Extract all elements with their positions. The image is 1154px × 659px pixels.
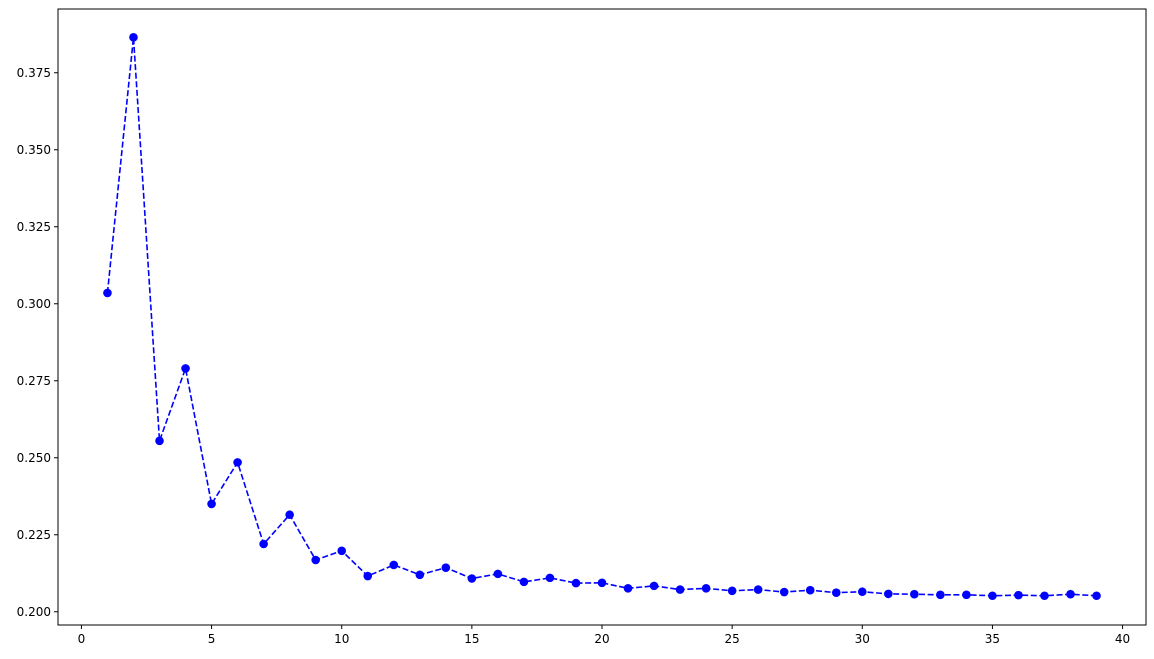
data-point	[571, 578, 581, 588]
data-point	[415, 570, 425, 580]
data-point	[129, 33, 138, 42]
y-tick-label: 0.200	[17, 605, 51, 619]
y-tick-label: 0.350	[17, 143, 51, 157]
data-point	[207, 499, 216, 509]
data-point	[831, 588, 841, 597]
x-tick-label: 15	[464, 632, 479, 646]
data-point	[103, 288, 112, 298]
data-point	[155, 436, 164, 446]
x-tick-label: 30	[855, 632, 870, 646]
x-tick-label: 5	[208, 632, 216, 646]
y-tick-label: 0.325	[17, 220, 51, 234]
x-tick-label: 20	[594, 632, 609, 646]
data-point	[493, 569, 503, 579]
data-point	[363, 571, 373, 581]
data-point	[597, 578, 607, 588]
series-line	[106, 37, 1097, 597]
data-point	[389, 560, 399, 570]
data-point	[259, 539, 268, 549]
data-point	[988, 591, 997, 601]
data-point	[545, 573, 555, 583]
data-point	[1040, 591, 1049, 601]
data-point	[936, 590, 945, 600]
data-point	[727, 586, 737, 596]
y-tick-label: 0.250	[17, 451, 51, 465]
y-tick-label: 0.225	[17, 528, 51, 542]
x-tick-label: 40	[1115, 632, 1130, 646]
data-point	[441, 563, 451, 573]
data-point	[1066, 589, 1075, 599]
data-point	[1092, 591, 1101, 601]
data-point	[962, 590, 971, 600]
x-tick-label: 25	[725, 632, 740, 646]
y-axis: 0.200 0.225 0.250 0.275 0.300 0.325 0.350 0.375	[17, 66, 58, 619]
y-tick-label: 0.275	[17, 374, 51, 388]
data-point	[884, 589, 893, 599]
data-point	[519, 577, 529, 587]
data-point	[753, 585, 763, 594]
data-point	[181, 364, 190, 373]
data-point	[701, 584, 711, 593]
data-point	[285, 510, 294, 520]
x-tick-label: 0	[78, 632, 86, 646]
data-point	[337, 546, 347, 556]
x-tick-label: 35	[985, 632, 1000, 646]
data-point	[675, 585, 685, 594]
data-point	[857, 587, 867, 597]
data-point	[910, 589, 919, 599]
x-tick-label: 10	[334, 632, 349, 646]
data-point	[467, 574, 477, 583]
data-point	[779, 587, 789, 597]
data-point	[649, 581, 659, 591]
data-point	[1014, 590, 1023, 600]
y-tick-label: 0.375	[17, 66, 51, 80]
data-point	[233, 458, 242, 467]
x-axis: 0 5 10 15 20 25 30 35 40	[78, 625, 1130, 646]
plot-area-frame	[57, 8, 1147, 626]
data-point	[311, 555, 320, 565]
data-point	[623, 584, 633, 593]
y-tick-label: 0.300	[17, 297, 51, 311]
series-layer	[103, 33, 1101, 601]
data-point	[805, 585, 815, 595]
